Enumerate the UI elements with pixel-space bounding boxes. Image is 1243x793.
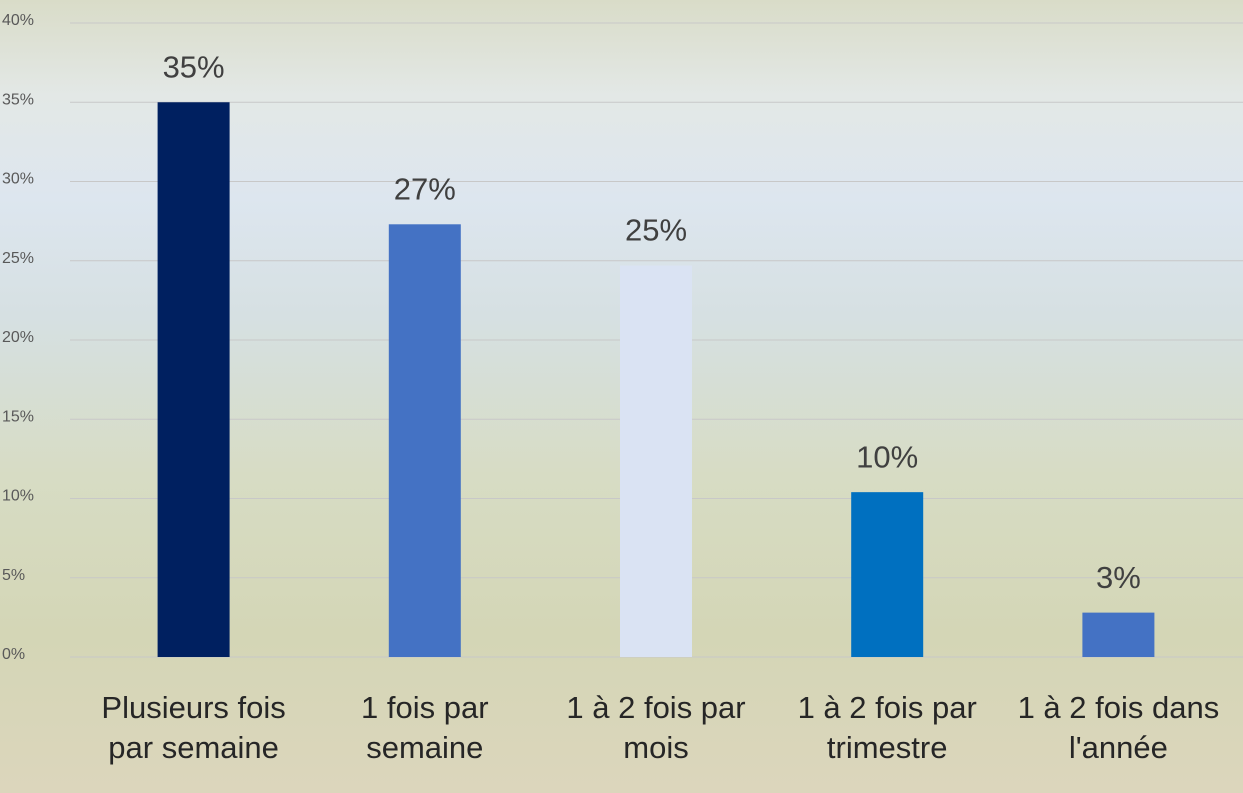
bar	[158, 102, 230, 657]
y-tick-label: 15%	[2, 408, 34, 425]
y-tick-label: 30%	[2, 171, 34, 188]
data-label: 35%	[163, 49, 225, 84]
bar	[389, 224, 461, 657]
x-tick-label: 1 fois par semaine	[309, 688, 540, 768]
y-tick-label: 40%	[2, 12, 34, 29]
y-tick-label: 35%	[2, 91, 34, 108]
y-tick-label: 25%	[2, 250, 34, 267]
chart-container: 0%5%10%15%20%25%30%35%40%35%27%25%10%3% …	[0, 0, 1243, 793]
bar	[620, 266, 692, 657]
chart: 0% 5% 10% 15% 20% 25% 30% 35% 40% 35% 27% 25% 10% 3%	[0, 0, 1243, 793]
x-tick-label: 1 à 2 fois par mois	[541, 688, 772, 768]
y-tick-label: 20%	[2, 329, 34, 346]
y-tick-label: 10%	[2, 488, 34, 505]
data-label: 3%	[1096, 560, 1141, 595]
bar	[1082, 613, 1154, 657]
x-tick-label: 1 à 2 fois par trimestre	[772, 688, 1003, 768]
data-label: 25%	[625, 213, 687, 248]
x-tick-label: Plusieurs fois par semaine	[78, 688, 309, 768]
data-label: 27%	[394, 171, 456, 206]
y-tick-label: 0%	[2, 646, 25, 663]
x-tick-label: 1 à 2 fois dans l'année	[1003, 688, 1234, 768]
y-tick-label: 5%	[2, 567, 25, 584]
data-label: 10%	[856, 439, 918, 474]
bar	[851, 492, 923, 657]
